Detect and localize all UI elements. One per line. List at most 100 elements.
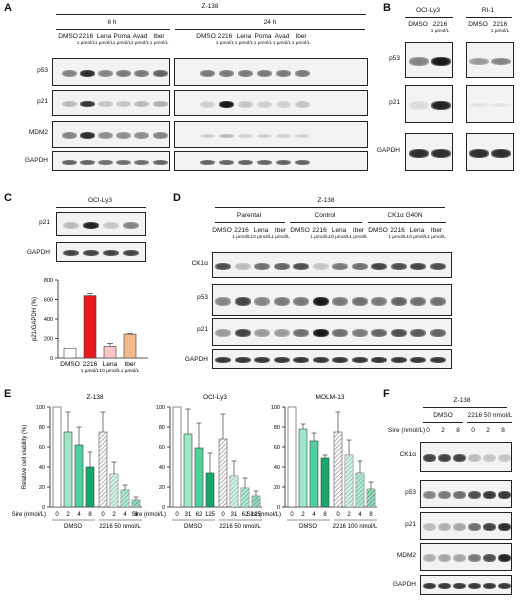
panel-f-gapdh-band	[437, 583, 451, 589]
panel-d-lane-label: 2216	[390, 227, 405, 234]
panel-d-row-p21: p21	[197, 326, 208, 333]
panel-e-y-tick-label: 80	[39, 425, 45, 431]
panel-a-gapdh-band	[275, 159, 291, 165]
panel-d-lane-label: 2216	[312, 227, 327, 234]
panel-d-lane-label: Lena	[409, 227, 425, 234]
panel-e-chart-title: MOLM-13	[316, 394, 345, 401]
panel-f-sire-dose: 8	[501, 427, 505, 434]
panel-f-sire-dose: 8	[456, 427, 460, 434]
panel-d-row-p53: p53	[197, 294, 208, 301]
panel-a-p21-band	[199, 100, 215, 108]
panel-e-category-label: 4	[358, 512, 362, 518]
panel-a-gapdh-band	[199, 159, 215, 165]
panel-d-p21-band	[351, 329, 368, 337]
panel-letter-b: B	[383, 2, 391, 14]
panel-d-gapdh-band	[332, 357, 348, 363]
panel-b-gapdh-blot	[466, 133, 514, 171]
panel-d-ck1a-band	[215, 262, 231, 270]
panel-a-gapdh-band	[152, 159, 168, 165]
panel-f-mdm2-band	[497, 554, 511, 562]
panel-e-group-label: DMSO	[64, 524, 82, 530]
panel-e-category-label: 8	[323, 512, 327, 518]
panel-f-ck1a-band	[482, 454, 496, 462]
panel-a-lane-dose: 1 µmol/L	[94, 41, 114, 46]
panel-a-p53-band	[97, 69, 113, 77]
panel-b-p21-band	[469, 103, 489, 107]
panel-b-p53-blot	[405, 42, 453, 78]
panel-a-p21-band	[61, 101, 77, 107]
panel-f-p21-band	[467, 523, 481, 531]
panel-c-row-gapdh: GAPDH	[26, 249, 50, 256]
panel-e-bar	[309, 440, 319, 508]
panel-a-p21-blot	[52, 90, 170, 116]
panel-d-p21-band	[429, 329, 446, 337]
panel-a-gapdh-band	[61, 159, 77, 165]
panel-a-6h-line	[56, 29, 170, 30]
panel-a-mdm2-band	[256, 133, 272, 138]
panel-c-p21-band	[63, 221, 79, 229]
panel-d-lane-dose: 10 µmol/L	[250, 235, 272, 240]
panel-d-p53-band	[215, 296, 231, 306]
panel-d-gapdh-band	[234, 357, 251, 363]
panel-f-gapdh-band	[497, 583, 511, 589]
panel-c-category-label: DMSO	[60, 361, 80, 368]
panel-c-y-tick-label: 800	[44, 278, 53, 284]
panel-e-y-tick-label: 40	[274, 465, 280, 471]
panel-e-bar-hatch	[230, 476, 238, 507]
panel-a-lane-label: Avad	[274, 33, 290, 40]
panel-b-p21-band	[409, 100, 429, 110]
panel-f-p21-band	[452, 523, 466, 531]
panel-d-p53-band	[351, 296, 368, 306]
panel-b-p53-band	[409, 56, 429, 66]
panel-c-line	[56, 207, 146, 208]
panel-b-gapdh-band	[469, 148, 489, 158]
panel-a-mdm2-band	[237, 133, 253, 138]
panel-a-lane-label: Lena	[236, 33, 252, 40]
panel-d-row-gapdh: GAPDH	[184, 356, 208, 363]
panel-e-y-tick-label: 60	[159, 445, 165, 451]
panel-a-divider	[56, 14, 366, 15]
panel-a-p21-band	[275, 100, 291, 108]
panel-f-sire-label: Sire (nmol/L)	[388, 427, 426, 434]
panel-a-p53-band	[115, 69, 131, 77]
panel-f-gapdh-band	[422, 583, 436, 589]
panel-a-gapdh-band	[97, 159, 113, 165]
panel-e-y-tick-label: 80	[274, 425, 280, 431]
panel-c-p21-band	[123, 221, 139, 229]
panel-a-p21-band	[152, 101, 168, 107]
panel-e-category-label: 62	[242, 512, 249, 518]
panel-d-line-control	[290, 222, 362, 223]
panel-d-gapdh-band	[254, 357, 270, 363]
panel-a-mdm2-band	[115, 132, 131, 139]
panel-f-mdm2-band	[482, 554, 496, 562]
panel-a-lane-dose: 1 µmol/L	[253, 41, 273, 46]
panel-c-category-dose: 1 µmol/L	[121, 368, 140, 374]
panel-e-group-label: DMSO	[299, 524, 317, 530]
panel-e-y-label: Relative cell viability (%)	[22, 425, 28, 490]
panel-b-line1	[405, 17, 453, 18]
panel-f-ck1a-band	[437, 454, 451, 462]
panel-d-lane-label: Iber	[430, 227, 443, 234]
panel-c-y-label: p21/GAPDH (%)	[32, 297, 38, 341]
panel-e-category-label: 31	[185, 512, 192, 518]
panel-e-bar-hatch	[132, 500, 140, 507]
panel-f-p53-band	[467, 491, 481, 499]
panel-e-category-label: 0	[175, 512, 179, 518]
panel-d-line-parental	[215, 222, 285, 223]
panel-d-p53-band	[429, 296, 446, 306]
panel-b-group-ri1: RI-1	[481, 7, 495, 14]
panel-b-lane-label: 2216	[492, 21, 508, 28]
panel-e-bar-hatch	[121, 490, 129, 507]
panel-b-p53-band	[469, 57, 489, 65]
panel-d-lane-label: 2216	[234, 227, 249, 234]
panel-f-ck1a-blot	[420, 442, 512, 472]
panel-c-bar	[83, 295, 97, 359]
panel-e-bar	[287, 406, 297, 508]
panel-d-line	[215, 207, 445, 208]
panel-a-mdm2-band	[199, 133, 215, 138]
panel-d-gapdh-band	[351, 357, 368, 363]
panel-e-sire-label: Sire (nmol/L)	[12, 512, 46, 518]
panel-a-row-p21: p21	[37, 98, 48, 105]
panel-d-ck1a-band	[410, 262, 426, 270]
